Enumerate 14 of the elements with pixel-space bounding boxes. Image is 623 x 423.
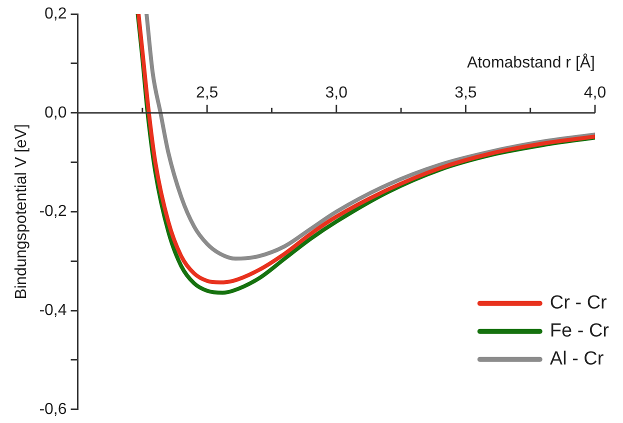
legend-label: Al - Cr (550, 348, 604, 370)
y-tick-label: -0,6 (39, 400, 67, 418)
legend-label: Fe - Cr (550, 320, 610, 342)
x-tick-label: 3,0 (325, 84, 348, 102)
x-tick-label: 3,5 (454, 84, 477, 102)
y-tick-label: 0,0 (44, 104, 67, 122)
y-tick-label: -0,2 (39, 203, 67, 220)
x-tick-label: 4,0 (584, 84, 606, 102)
legend-label: Cr - Cr (550, 292, 608, 314)
y-tick-label: 0,2 (44, 5, 67, 22)
y-tick-label: -0,4 (39, 302, 67, 319)
x-axis-title: Atomabstand r [Å] (466, 53, 595, 72)
x-tick-label: 2,5 (196, 84, 218, 102)
y-axis-title: Bindungspotential V [eV] (13, 124, 30, 300)
